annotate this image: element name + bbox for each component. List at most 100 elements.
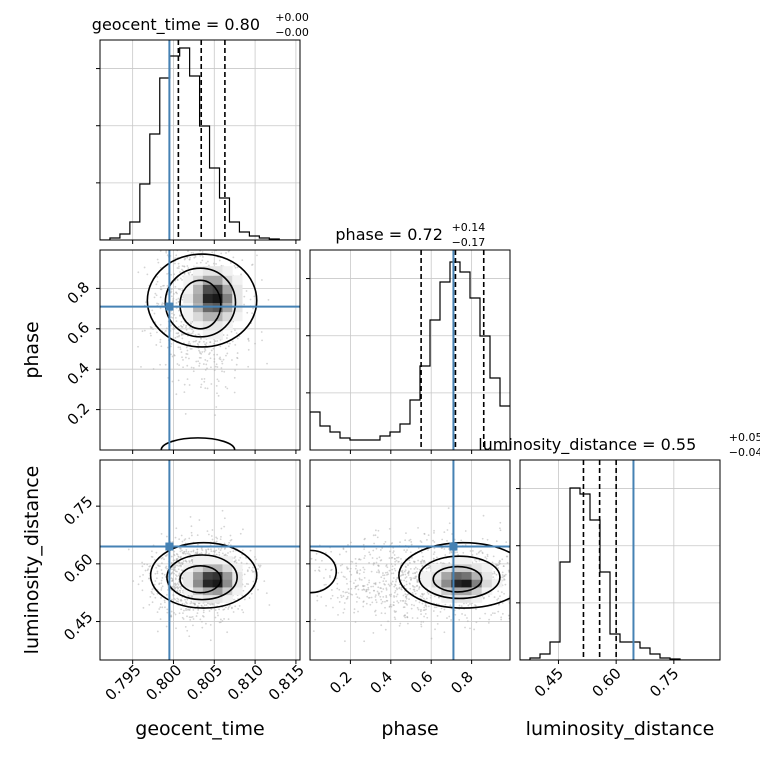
scatter-point bbox=[198, 349, 200, 352]
histogram-steps bbox=[100, 47, 300, 240]
scatter-point bbox=[191, 332, 194, 334]
scatter-point bbox=[417, 608, 420, 611]
scatter-point bbox=[255, 558, 258, 561]
scatter-point bbox=[216, 537, 219, 540]
scatter-point bbox=[392, 551, 395, 554]
scatter-point bbox=[330, 589, 333, 591]
scatter-point bbox=[388, 569, 391, 572]
scatter-point bbox=[166, 593, 168, 596]
scatter-point bbox=[535, 551, 537, 553]
scatter-point bbox=[336, 587, 339, 590]
scatter-point bbox=[181, 279, 183, 281]
scatter-point bbox=[209, 352, 211, 354]
scatter-point bbox=[384, 606, 386, 609]
scatter-point bbox=[143, 563, 146, 566]
scatter-point bbox=[156, 280, 159, 283]
scatter-point bbox=[205, 604, 208, 607]
scatter-point bbox=[171, 598, 173, 601]
scatter-point bbox=[214, 365, 217, 368]
scatter-point bbox=[185, 324, 188, 327]
scatter-point bbox=[203, 347, 206, 350]
scatter-point bbox=[525, 584, 527, 586]
scatter-point bbox=[448, 522, 451, 525]
scatter-point bbox=[413, 588, 416, 591]
scatter-point bbox=[156, 630, 159, 633]
scatter-point bbox=[584, 542, 586, 544]
scatter-point bbox=[186, 615, 188, 618]
scatter-point bbox=[603, 608, 605, 610]
scatter-point bbox=[501, 558, 504, 561]
scatter-point bbox=[218, 608, 220, 611]
scatter-point bbox=[223, 542, 226, 545]
scatter-point bbox=[448, 615, 451, 618]
scatter-point bbox=[429, 596, 432, 599]
scatter-point bbox=[157, 564, 159, 567]
panel-frame bbox=[99, 39, 301, 241]
scatter-point bbox=[202, 615, 205, 618]
scatter-point bbox=[175, 393, 178, 396]
scatter-point bbox=[376, 571, 378, 574]
scatter-point bbox=[456, 551, 458, 554]
scatter-point bbox=[449, 604, 452, 607]
scatter-point bbox=[338, 588, 341, 591]
scatter-point bbox=[383, 583, 386, 585]
scatter-point bbox=[523, 599, 525, 601]
scatter-point bbox=[516, 552, 518, 554]
scatter-point bbox=[345, 597, 348, 600]
scatter-point bbox=[528, 563, 530, 565]
scatter-point bbox=[426, 538, 428, 541]
scatter-point bbox=[335, 577, 338, 580]
scatter-point bbox=[266, 362, 268, 365]
scatter-point bbox=[382, 580, 385, 582]
scatter-point bbox=[391, 565, 394, 568]
scatter-point bbox=[428, 564, 431, 567]
scatter-point bbox=[203, 377, 206, 380]
density-cell bbox=[183, 311, 194, 322]
scatter-point bbox=[399, 575, 402, 577]
scatter-point bbox=[324, 568, 327, 571]
scatter-point bbox=[382, 574, 384, 577]
scatter-point bbox=[391, 580, 394, 583]
scatter-point bbox=[548, 572, 550, 574]
scatter-point bbox=[142, 573, 144, 576]
scatter-point bbox=[376, 536, 379, 539]
scatter-point bbox=[166, 254, 169, 257]
scatter-point bbox=[460, 605, 463, 608]
scatter-point bbox=[354, 587, 357, 590]
scatter-point bbox=[427, 605, 430, 608]
scatter-point bbox=[410, 543, 413, 546]
scatter-point bbox=[349, 567, 352, 570]
scatter-point bbox=[396, 600, 399, 603]
scatter-point bbox=[174, 564, 177, 566]
scatter-point bbox=[177, 379, 180, 382]
scatter-point bbox=[539, 542, 541, 544]
scatter-point bbox=[507, 569, 510, 572]
scatter-point bbox=[393, 591, 396, 594]
density-cell bbox=[212, 320, 223, 331]
scatter-point bbox=[332, 606, 334, 609]
scatter-point bbox=[178, 538, 181, 541]
scatter-point bbox=[404, 593, 407, 596]
scatter-point bbox=[413, 561, 416, 564]
scatter-point bbox=[342, 590, 345, 593]
scatter-point bbox=[183, 539, 186, 542]
scatter-point bbox=[175, 586, 178, 589]
scatter-point bbox=[539, 532, 541, 534]
scatter-point bbox=[542, 609, 544, 611]
panel-frame bbox=[519, 459, 721, 661]
scatter-point bbox=[194, 334, 197, 337]
scatter-point bbox=[159, 606, 162, 609]
scatter-point bbox=[183, 391, 186, 394]
density-cell bbox=[183, 571, 194, 580]
scatter-point bbox=[166, 611, 169, 614]
scatter-point bbox=[402, 573, 405, 576]
scatter-point bbox=[201, 626, 204, 629]
scatter-point bbox=[551, 559, 553, 561]
scatter-point bbox=[181, 333, 184, 336]
scatter-point bbox=[199, 337, 202, 340]
scatter-point bbox=[234, 343, 237, 346]
scatter-point bbox=[543, 599, 545, 601]
scatter-point bbox=[166, 346, 169, 349]
scatter-point bbox=[368, 581, 371, 584]
density-cell bbox=[421, 571, 432, 580]
